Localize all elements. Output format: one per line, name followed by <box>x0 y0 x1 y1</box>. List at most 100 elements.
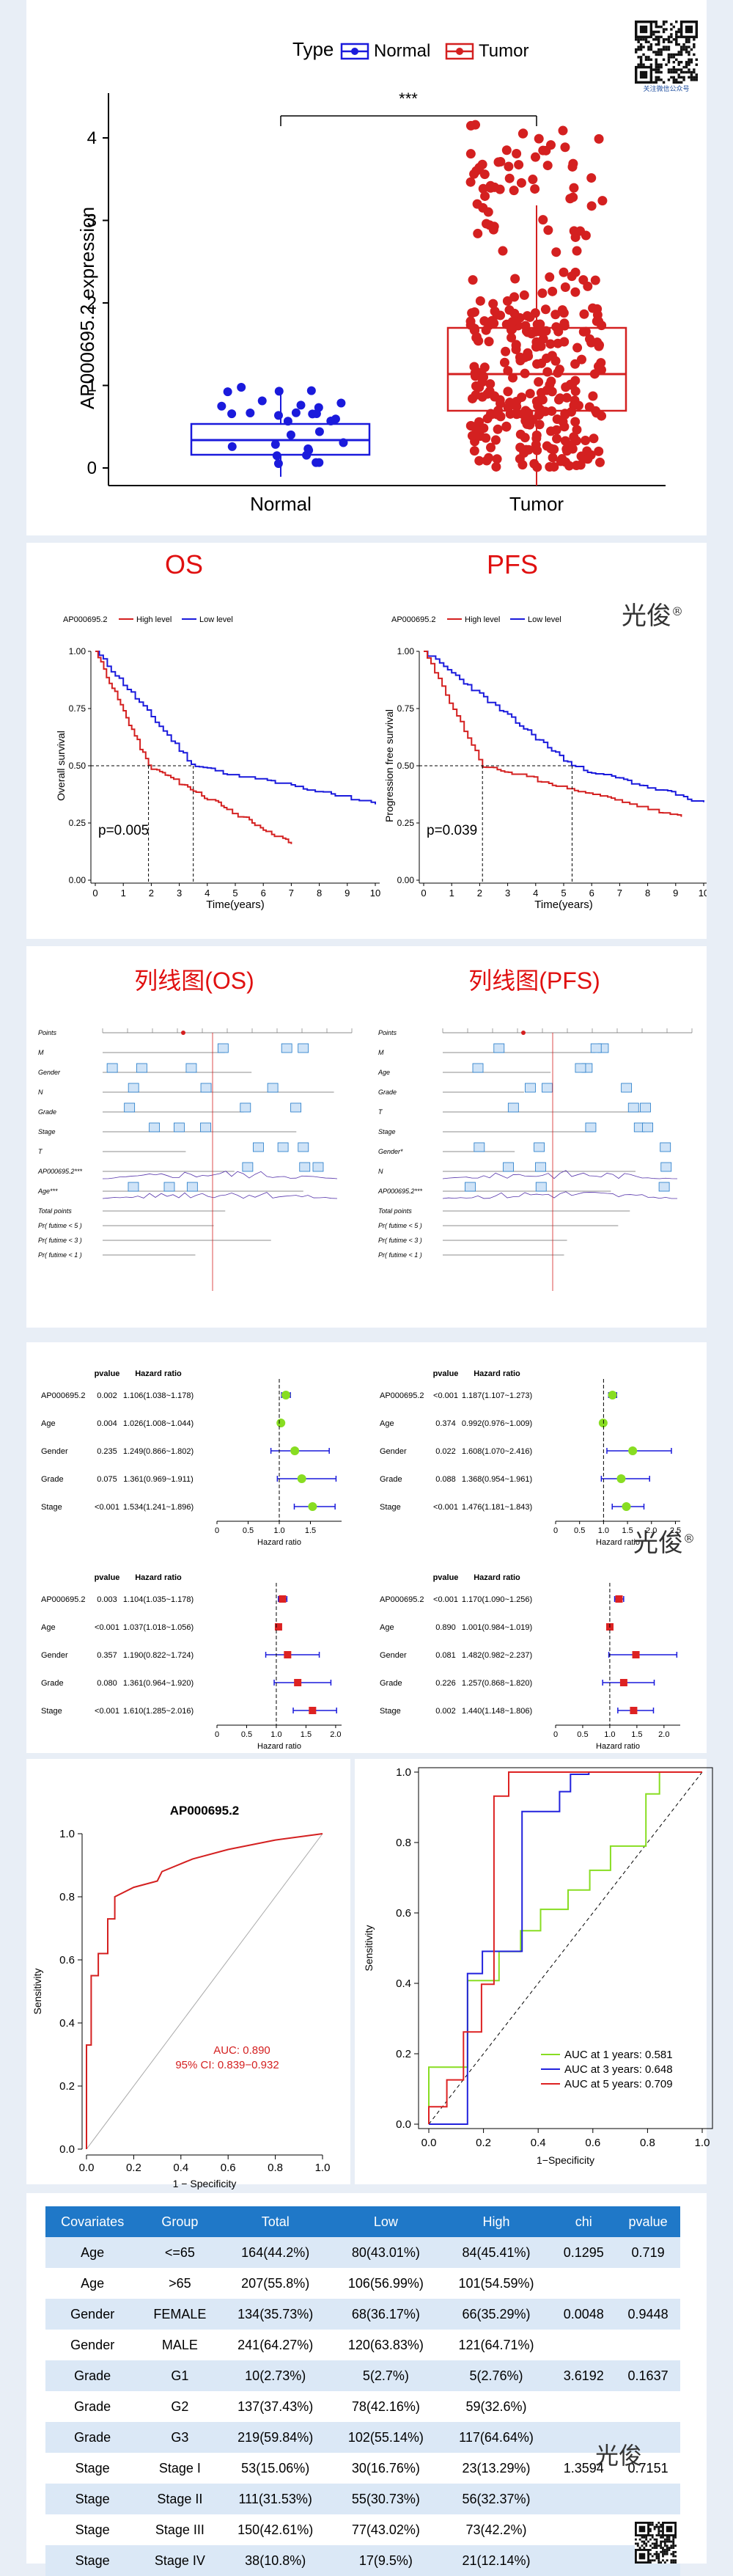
tumor-point <box>561 382 571 392</box>
nomogram-box <box>507 1102 519 1113</box>
forest-row-pvalue: <0.001 <box>95 1707 119 1716</box>
qr-module <box>657 30 660 34</box>
tumor-point <box>467 431 477 441</box>
qr-module <box>667 45 671 48</box>
km-xtick-label: 4 <box>205 888 210 899</box>
forest-row-pvalue: 0.004 <box>97 1419 117 1428</box>
qr-module <box>652 33 655 36</box>
table-header-cell: Total <box>220 2206 331 2237</box>
qr-module <box>690 61 693 64</box>
roc1-xtick-label: 0.8 <box>268 2162 283 2174</box>
qr-module <box>658 2559 660 2562</box>
tumor-point <box>469 362 479 372</box>
qr-module <box>637 63 640 66</box>
nomogram-box <box>535 1162 546 1172</box>
table-cell: 80(43.01%) <box>331 2237 441 2268</box>
tumor-point <box>586 173 597 183</box>
qr-module <box>635 38 638 41</box>
table-cell: 56(32.37%) <box>441 2484 552 2514</box>
qr-module <box>670 70 673 74</box>
table-cell: 38(10.8%) <box>220 2545 331 2576</box>
qr-module <box>662 38 666 41</box>
nomogram-box <box>106 1063 118 1073</box>
qr-module <box>652 38 655 41</box>
tumor-point <box>586 201 597 211</box>
forest-row-pvalue: 0.075 <box>97 1475 117 1484</box>
table-body: Age <=65 164(44.2%) 80(43.01%) 84(45.41%) 0.1… <box>45 2237 680 2576</box>
qr-module <box>657 25 660 29</box>
tumor-point <box>517 460 528 470</box>
qr-module <box>657 35 660 39</box>
forest-xlabel: Hazard ratio <box>257 1742 301 1751</box>
nomogram-density <box>102 1192 338 1199</box>
qr-module <box>657 43 660 46</box>
roc1-ytick-label: 0.4 <box>59 2017 75 2030</box>
qr-module <box>660 35 663 39</box>
nomogram-box <box>253 1142 264 1152</box>
qr-module <box>651 2523 654 2526</box>
qr-module <box>688 45 690 48</box>
qr-module <box>672 2555 675 2558</box>
tumor-point <box>581 230 591 241</box>
tumor-point <box>553 395 564 405</box>
tumor-point <box>514 160 524 170</box>
qr-module <box>641 2544 644 2547</box>
tumor-point <box>530 184 540 194</box>
qr-module <box>644 56 648 59</box>
qr-caption-top: 关注微信公众号 <box>643 85 690 92</box>
forest-header-pvalue: pvalue <box>433 1369 459 1378</box>
forest-row-pvalue: 0.022 <box>435 1447 456 1456</box>
qr-module <box>663 2542 666 2545</box>
km-title: OS <box>165 549 203 579</box>
qr-module <box>667 78 671 81</box>
table-cell: >65 <box>139 2268 221 2299</box>
qr-module <box>644 40 648 43</box>
tumor-point <box>482 414 493 424</box>
roc-panel-right <box>355 1759 707 2184</box>
forest-header-pvalue: pvalue <box>95 1369 120 1378</box>
tumor-point <box>534 133 544 144</box>
forest-row-name: Gender <box>380 1447 407 1456</box>
tumor-point <box>478 183 488 194</box>
legend-tumor-key <box>445 43 474 60</box>
forest-row-pvalue: 0.003 <box>97 1595 117 1604</box>
roc2-legend-label: AUC at 1 years: 0.581 <box>564 2049 673 2061</box>
km-xtick-label: 9 <box>673 888 678 899</box>
qr-module <box>685 45 688 48</box>
qr-module <box>690 73 693 76</box>
tumor-point <box>534 420 545 430</box>
forest-estimate <box>628 1446 638 1455</box>
qr-module <box>662 81 666 84</box>
km-xlabel: Time(years) <box>206 899 264 911</box>
table-cell: 0.0048 <box>551 2299 616 2330</box>
km-xtick-label: 0 <box>421 888 426 899</box>
forest-row-name: Gender <box>41 1447 68 1456</box>
forest-row-name: Age <box>41 1419 56 1428</box>
qr-module <box>670 2544 673 2547</box>
tumor-point <box>567 161 578 172</box>
tumor-point <box>485 378 496 389</box>
tumor-point <box>570 359 581 369</box>
tumor-point <box>597 196 608 206</box>
forest-estimate <box>274 1623 282 1631</box>
qr-module <box>655 35 658 39</box>
normal-points <box>217 382 348 469</box>
qr-module <box>670 56 673 59</box>
qr-module <box>641 2536 644 2539</box>
qr-module <box>655 2550 658 2553</box>
qr-module <box>660 70 663 74</box>
significance-stars: *** <box>399 89 418 108</box>
qr-module <box>668 2536 671 2539</box>
tumor-point <box>503 403 513 413</box>
normal-point <box>270 439 280 449</box>
forest-tick-label: 0 <box>553 1526 558 1535</box>
forest-header-hr: Hazard ratio <box>474 1573 520 1582</box>
y-tick-label: 3 <box>87 211 97 231</box>
table-cell: 137(37.43%) <box>220 2391 331 2422</box>
tumor-point <box>465 177 476 187</box>
tumor-point <box>484 337 494 347</box>
qr-module <box>665 48 668 51</box>
tumor-point <box>538 215 548 225</box>
qr-module <box>679 45 683 48</box>
km-pvalue: p=0.039 <box>427 823 477 838</box>
